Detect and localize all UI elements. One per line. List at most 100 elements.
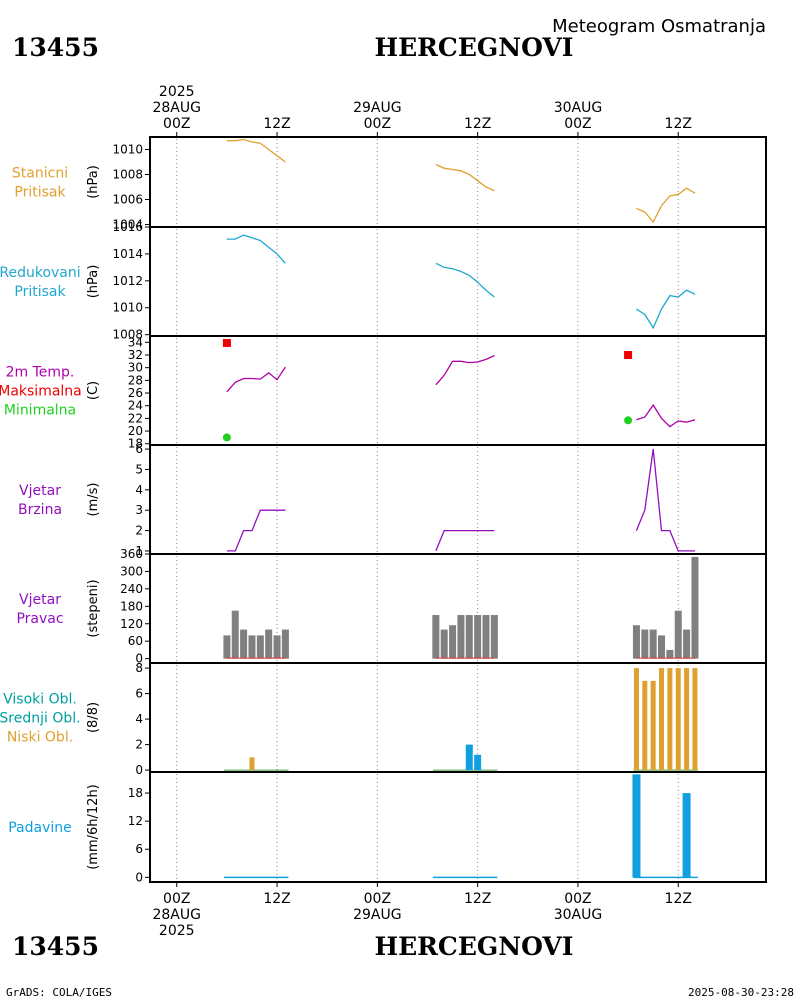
wind-direction-bar <box>658 635 666 659</box>
panel-frame <box>149 771 767 883</box>
time-label-bottom: 2025 <box>159 923 195 939</box>
precip-bar <box>632 774 641 878</box>
wind-direction-bar <box>490 615 498 659</box>
marker-tmin <box>624 416 633 425</box>
y-tick-label: 60 <box>128 634 143 648</box>
cloud-low-bar <box>667 668 673 771</box>
y-tick-label: 22 <box>128 411 143 425</box>
y-tick-label: 300 <box>120 564 143 578</box>
wind-direction-bar <box>683 629 691 659</box>
wind-direction-bar <box>457 615 465 659</box>
marker-tmin <box>222 433 231 442</box>
time-label-bottom: 29AUG <box>353 907 402 923</box>
y-axis-label: (m/s) <box>86 483 101 517</box>
y-tick-label: 3 <box>135 503 143 517</box>
series-line-pressure <box>636 187 696 224</box>
precip-bar <box>682 793 691 878</box>
cloud-low-bar <box>642 680 648 771</box>
wind-direction-bar <box>449 625 457 659</box>
cloud-low-bar <box>684 668 690 771</box>
wind-direction-bar <box>674 610 682 659</box>
y-tick-label: 6 <box>135 842 143 856</box>
y-tick-label: 240 <box>120 582 143 596</box>
time-label-bottom: 12Z <box>263 891 290 907</box>
marker-tmax <box>222 338 231 347</box>
panel-wind_direction: 0 60 120 180 240 300 360 (stepeni) Vjetar Pravac <box>16 547 767 666</box>
panel-label: Vjetar <box>19 592 61 608</box>
panel-reduced_pressure: 1008 1010 1012 1014 1016 (hPa) Redukovani Priti… <box>0 220 767 342</box>
y-tick-label: 18 <box>128 786 143 800</box>
panel-label: Padavine <box>8 820 72 836</box>
station-id-bottom: 13455 <box>12 932 99 961</box>
y-tick-label: 6 <box>135 442 143 456</box>
y-tick-label: 1008 <box>112 328 143 342</box>
wind-direction-bar <box>265 629 273 659</box>
marker-tmax <box>624 351 633 360</box>
y-tick-label: 1016 <box>112 220 143 234</box>
time-label-top: 00Z <box>564 116 591 132</box>
panel-frame <box>149 444 767 555</box>
grads-credit: GrADS: COLA/IGES <box>6 986 112 999</box>
y-tick-label: 2 <box>135 524 143 538</box>
time-label-bottom: 00Z <box>564 891 591 907</box>
cloud-low-bar <box>692 668 698 771</box>
wind-direction-bar <box>465 615 473 659</box>
time-label-top: 12Z <box>263 116 290 132</box>
series-line-temperature <box>226 366 286 393</box>
time-label-top: 00Z <box>364 116 391 132</box>
y-tick-label: 360 <box>120 547 143 561</box>
panel-label: 2m Temp. <box>6 365 75 381</box>
y-tick-label: 32 <box>128 348 143 362</box>
series-line-wind_speed <box>226 509 286 552</box>
panel-frame <box>149 335 767 446</box>
panel-label: Niski Obl. <box>7 730 73 746</box>
y-tick-label: 5 <box>135 462 143 476</box>
y-tick-label: 30 <box>128 361 143 375</box>
y-axis-label: (stepeni) <box>86 579 101 637</box>
panel-frame <box>149 226 767 337</box>
station-id-top: 13455 <box>12 33 99 62</box>
time-label-top: 12Z <box>464 116 491 132</box>
cloud-low-bar <box>659 668 665 771</box>
panel-label: Visoki Obl. <box>3 692 77 708</box>
panel-label: Maksimalna <box>0 384 82 400</box>
y-tick-label: 4 <box>135 483 143 497</box>
y-tick-label: 1010 <box>112 301 143 315</box>
cloud-mid-bar <box>465 744 473 771</box>
y-axis-label: (hPa) <box>86 265 101 299</box>
wind-direction-bar <box>273 635 281 659</box>
time-label-top: 28AUG <box>152 100 201 116</box>
wind-direction-bar <box>666 649 674 659</box>
y-tick-label: 18 <box>128 437 143 451</box>
panel-pressure: 1004 1006 1008 1010 (hPa) Stanicni Pritisak <box>12 136 767 232</box>
time-label-top: 00Z <box>163 116 190 132</box>
meteogram-subtitle: Meteogram Osmatranja <box>552 16 766 37</box>
series-line-pressure <box>226 138 286 163</box>
cloud-low-bar <box>249 757 255 771</box>
y-tick-label: 6 <box>135 687 143 701</box>
series-line-temperature <box>435 355 495 386</box>
y-tick-label: 26 <box>128 386 143 400</box>
wind-direction-bar <box>649 629 657 659</box>
panel-label: Redukovani <box>0 265 81 281</box>
y-tick-label: 34 <box>128 335 143 349</box>
panel-clouds: 0 2 4 6 8 (8/8) Visoki Obl. Srednji Obl. Niski O… <box>0 661 767 777</box>
panel-wind_speed: 1 2 3 4 5 6 (m/s) Vjetar Brzina <box>18 442 767 558</box>
generation-timestamp: 2025-08-30-23:28 <box>688 986 794 999</box>
time-label-top: 30AUG <box>554 100 603 116</box>
y-axis-label: (mm/6h/12h) <box>86 784 101 870</box>
station-name-bottom: HERCEGNOVI <box>374 932 573 961</box>
wind-direction-bar <box>641 629 649 659</box>
wind-direction-bar <box>691 556 699 659</box>
time-label-bottom: 28AUG <box>152 907 201 923</box>
y-tick-label: 1 <box>135 544 143 558</box>
panel-frame <box>149 662 767 773</box>
y-tick-label: 8 <box>135 661 143 675</box>
y-tick-label: 0 <box>135 870 143 884</box>
time-label-bottom: 00Z <box>163 891 190 907</box>
time-label-bottom: 00Z <box>364 891 391 907</box>
